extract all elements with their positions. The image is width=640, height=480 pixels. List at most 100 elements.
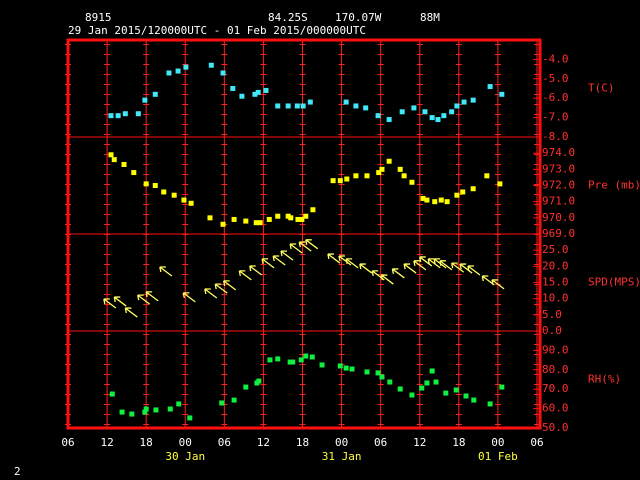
data-point	[299, 216, 305, 222]
data-point	[188, 200, 194, 206]
data-point	[424, 380, 430, 386]
wind-arrow	[359, 263, 373, 274]
y-tick-label: 50.0	[542, 421, 569, 434]
data-point	[454, 192, 460, 198]
data-point	[303, 353, 309, 359]
wind-arrow	[403, 263, 417, 274]
wind-arrow-shape	[298, 241, 312, 252]
x-tick-label: 18	[140, 436, 153, 449]
data-point	[298, 357, 304, 363]
grid	[65, 40, 540, 429]
wind-arrow	[182, 292, 196, 303]
y-tick-label: -8.0	[542, 130, 569, 143]
wind-arrow	[427, 258, 441, 269]
x-tick-label: 18	[296, 436, 309, 449]
data-point	[376, 170, 382, 176]
wind-arrow-shape	[223, 280, 237, 291]
wind-arrow-shape	[280, 250, 294, 261]
y-tick-label: 973.0	[542, 162, 575, 175]
y-tick-label: 60.0	[542, 402, 569, 415]
data-point	[275, 213, 281, 219]
y-tick-label: 25.0	[542, 243, 569, 256]
data-point	[443, 390, 449, 396]
data-point	[175, 68, 181, 74]
x-tick-label: 12	[100, 436, 113, 449]
data-point	[231, 216, 237, 222]
wind-arrow-shape	[338, 255, 352, 266]
data-point	[285, 103, 291, 109]
data-point	[181, 197, 187, 203]
wind-arrow	[223, 280, 237, 291]
wind-arrow-shape	[359, 263, 373, 274]
data-point	[487, 84, 493, 90]
data-point	[449, 109, 455, 115]
data-point	[290, 359, 296, 365]
data-point	[386, 158, 392, 164]
y-tick-label: -7.0	[542, 111, 569, 124]
wind-arrow	[338, 255, 352, 266]
data-point	[220, 70, 226, 76]
period: 29 Jan 2015/120000UTC - 01 Feb 2015/0000…	[68, 24, 366, 37]
wind-arrow	[419, 256, 433, 267]
wind-arrow	[159, 266, 173, 277]
data-point	[255, 89, 261, 95]
y-tick-label: 970.0	[542, 211, 575, 224]
data-point	[263, 87, 269, 93]
data-point	[397, 386, 403, 392]
wind-arrow	[103, 298, 117, 309]
wind-arrow-shape	[419, 256, 433, 267]
wind-arrow-shape	[137, 294, 151, 305]
data-point	[231, 397, 237, 403]
data-point	[257, 220, 263, 226]
data-point	[119, 409, 125, 415]
data-point	[337, 363, 343, 369]
data-point	[487, 401, 493, 407]
data-point	[471, 397, 477, 403]
data-point	[343, 99, 349, 105]
data-point	[386, 117, 392, 123]
data-point	[303, 213, 309, 219]
y-tick-label: 5.0	[542, 308, 562, 321]
data-point	[207, 215, 213, 221]
x-tick-label: 06	[61, 436, 74, 449]
data-point	[344, 176, 350, 182]
marks	[103, 62, 505, 421]
wind-arrow-shape	[204, 288, 218, 299]
longitude: 170.07W	[335, 11, 382, 24]
data-point	[470, 97, 476, 103]
data-point	[243, 384, 249, 390]
data-point	[470, 186, 476, 192]
wind-arrow-shape	[427, 258, 441, 269]
y-tick-label: -6.0	[542, 91, 569, 104]
data-point	[310, 207, 316, 213]
data-point	[187, 415, 193, 421]
data-point	[288, 215, 294, 221]
data-point	[167, 406, 173, 412]
data-point	[111, 157, 117, 163]
data-point	[353, 103, 359, 109]
data-point	[152, 183, 158, 188]
data-point	[219, 400, 225, 406]
wind-arrow-shape	[124, 307, 138, 318]
data-point	[121, 161, 127, 167]
wind-arrow-shape	[491, 279, 505, 290]
data-point	[364, 173, 370, 179]
y-tick-label: 15.0	[542, 276, 569, 289]
data-point	[171, 192, 177, 198]
wind-arrow	[327, 253, 341, 264]
y-tick-label: 974.0	[542, 146, 575, 159]
data-point	[275, 356, 281, 362]
data-point	[266, 216, 272, 222]
wind-arrow	[391, 268, 405, 279]
data-point	[108, 113, 114, 119]
wind-arrow	[145, 291, 159, 302]
wind-arrow	[249, 265, 263, 276]
data-point	[460, 189, 466, 195]
y-tick-label: 20.0	[542, 259, 569, 272]
data-point	[230, 86, 236, 91]
wind-arrow-shape	[327, 253, 341, 264]
wind-arrow	[280, 250, 294, 261]
x-tick-label: 18	[452, 436, 465, 449]
x-tick-label: 00	[179, 436, 192, 449]
